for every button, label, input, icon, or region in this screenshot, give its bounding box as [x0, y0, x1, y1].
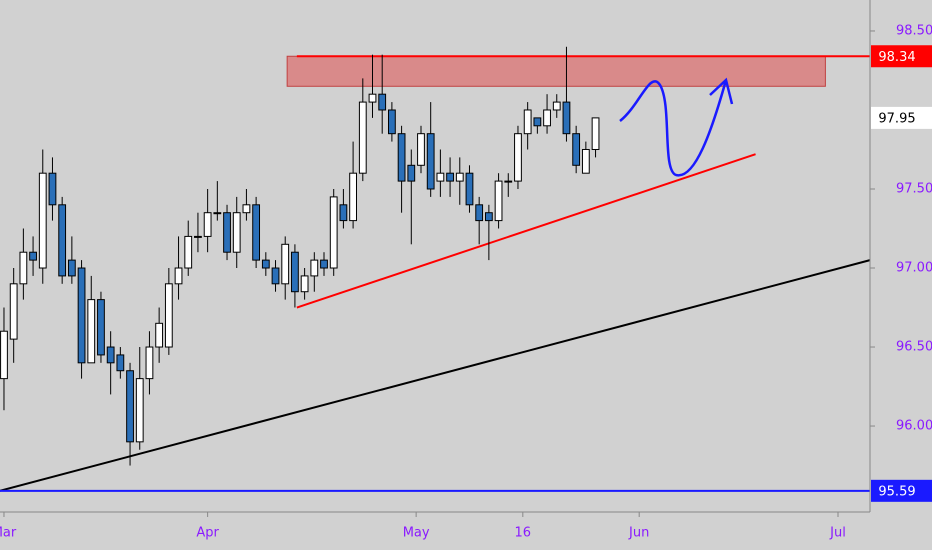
y-tick-label: 96.00 [896, 419, 932, 434]
axes: 96.00 96.50 97.00 97.50 98.50 Mar Apr May 16 Jun J… [0, 23, 932, 541]
candle-body [329, 196, 338, 269]
candle-body [407, 164, 416, 182]
candle-body [116, 354, 125, 372]
candle-body [135, 378, 144, 443]
candle-body [223, 212, 231, 253]
candle-body [581, 148, 590, 174]
y-tick-label: 96.50 [896, 340, 932, 355]
candle-body [387, 109, 396, 135]
candle-body [514, 133, 522, 182]
price-label: 95.59 [878, 484, 915, 499]
y-tick-label: 97.00 [896, 261, 932, 276]
x-tick-label: Apr [196, 526, 219, 541]
candle-body [194, 235, 202, 238]
candle-body [145, 346, 154, 380]
candle-body [475, 204, 484, 222]
price-label: 98.34 [878, 50, 915, 65]
candle-body [523, 109, 532, 135]
x-tick-label: 16 [515, 526, 532, 541]
candle-body [533, 117, 542, 127]
candle-body [232, 212, 241, 253]
candle-body [9, 283, 18, 340]
candle-body [378, 93, 387, 111]
candle-body [242, 204, 251, 214]
candle-body [504, 180, 513, 183]
x-tick-label: Mar [0, 526, 17, 541]
candle-body [455, 172, 464, 182]
candle-body [358, 101, 367, 174]
candle-body [58, 204, 67, 277]
candle-body [426, 133, 435, 190]
candle-body [543, 109, 551, 127]
price-label: 97.95 [878, 111, 915, 126]
candle-body [320, 259, 328, 269]
trend-line [296, 153, 756, 309]
candle-body [97, 299, 105, 356]
x-tick-label: May [403, 526, 430, 541]
candle-body [591, 117, 600, 150]
candle-body [174, 267, 183, 285]
x-tick-label: Jun [628, 526, 649, 541]
candle-body [67, 259, 76, 277]
candle-body [339, 204, 348, 222]
candle-body [562, 101, 571, 135]
price-label-box [871, 45, 932, 68]
candle-body [417, 133, 425, 166]
candle-body [184, 235, 193, 269]
candle-body [29, 251, 37, 261]
candle-body [213, 212, 222, 215]
candle-body [203, 212, 212, 237]
candle-body [164, 283, 173, 348]
candle-body [494, 180, 503, 222]
candle-body [0, 330, 8, 380]
x-tick-label: Jul [829, 526, 846, 541]
price-label-box [871, 479, 932, 502]
candle-body [38, 172, 47, 269]
candle-body [252, 204, 261, 261]
candle-body [436, 172, 445, 182]
candle-body [552, 101, 561, 111]
candle-body [106, 346, 115, 364]
candle-body [281, 243, 290, 285]
candle-body [291, 251, 299, 293]
candle-body [261, 259, 270, 269]
candle-body [572, 133, 581, 166]
forecast-drawing [619, 77, 734, 177]
candle-body [446, 172, 454, 182]
candle-body [48, 172, 57, 206]
candle-body [300, 275, 309, 293]
candle-body [310, 259, 319, 277]
plot-area [0, 46, 871, 492]
resistance-zone [286, 55, 826, 87]
candle-body [349, 172, 357, 222]
candle-body [87, 299, 96, 364]
y-tick-label: 97.50 [896, 181, 932, 196]
price-label-box [871, 106, 932, 129]
candle-body [484, 212, 493, 222]
candle-body [19, 251, 28, 285]
candle-body [155, 322, 164, 348]
trend-line [0, 259, 871, 492]
candle-body [368, 93, 377, 103]
candle-body [271, 267, 280, 285]
candle-body [397, 133, 406, 182]
candle-body [77, 267, 86, 364]
candle-body [465, 172, 474, 206]
y-tick-label: 98.50 [896, 23, 932, 38]
candle-body [126, 370, 134, 443]
